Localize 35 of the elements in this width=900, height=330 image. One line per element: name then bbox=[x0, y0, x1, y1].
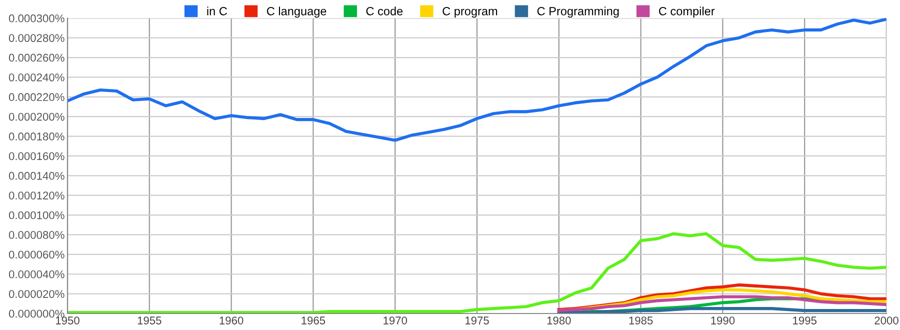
x-tick-label: 1990 bbox=[711, 316, 735, 324]
legend-label: C language bbox=[266, 6, 326, 18]
y-tick-label: 0.000120% bbox=[8, 192, 64, 200]
y-tick-label: 0.000220% bbox=[8, 93, 64, 102]
y-tick-label: 0.000300% bbox=[8, 14, 64, 22]
x-tick-label: 1995 bbox=[793, 316, 816, 324]
x-tick-label: 1965 bbox=[302, 316, 326, 324]
y-tick-label: 0.000060% bbox=[8, 250, 64, 259]
x-tick-label: 1950 bbox=[56, 316, 80, 324]
y-tick-label: 0.000180% bbox=[8, 132, 64, 140]
line-series bbox=[68, 18, 886, 142]
y-tick-label: 0.000260% bbox=[8, 54, 64, 62]
y-tick-label: 0.000040% bbox=[8, 270, 64, 278]
x-tick-label: 1960 bbox=[220, 316, 244, 324]
y-tick-label: 0.000000% bbox=[8, 310, 64, 318]
y-tick-label: 0.000160% bbox=[8, 152, 64, 160]
legend-label: C Programming bbox=[537, 6, 619, 18]
y-tick-label: 0.000100% bbox=[8, 211, 64, 220]
x-tick-label: 1955 bbox=[138, 316, 162, 324]
x-tick-label: 1970 bbox=[384, 316, 408, 324]
legend-label: in C bbox=[207, 6, 227, 16]
x-tick-label: 1985 bbox=[629, 316, 653, 324]
legend-label: C code bbox=[366, 6, 403, 16]
y-tick-label: 0.000240% bbox=[8, 73, 64, 82]
y-tick-label: 0.000200% bbox=[8, 112, 64, 121]
y-tick-label: 0.000080% bbox=[8, 231, 64, 239]
x-tick-label: 1980 bbox=[547, 316, 571, 324]
legend-label: C program bbox=[442, 6, 498, 18]
x-tick-label: 2000 bbox=[874, 316, 898, 324]
legend-label: C compiler bbox=[659, 6, 715, 18]
line-series bbox=[557, 295, 886, 312]
x-tick-label: 1975 bbox=[465, 316, 489, 324]
y-tick-label: 0.000280% bbox=[8, 34, 64, 42]
y-tick-label: 0.000020% bbox=[8, 290, 64, 298]
y-tick-label: 0.000140% bbox=[8, 172, 64, 180]
